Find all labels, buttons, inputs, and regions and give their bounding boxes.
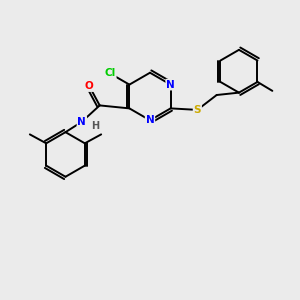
Text: N: N (77, 117, 86, 127)
Text: S: S (194, 105, 201, 115)
Text: Cl: Cl (104, 68, 116, 79)
Text: O: O (85, 81, 94, 91)
Text: N: N (146, 115, 154, 125)
Text: H: H (91, 121, 99, 131)
Text: N: N (166, 80, 175, 90)
